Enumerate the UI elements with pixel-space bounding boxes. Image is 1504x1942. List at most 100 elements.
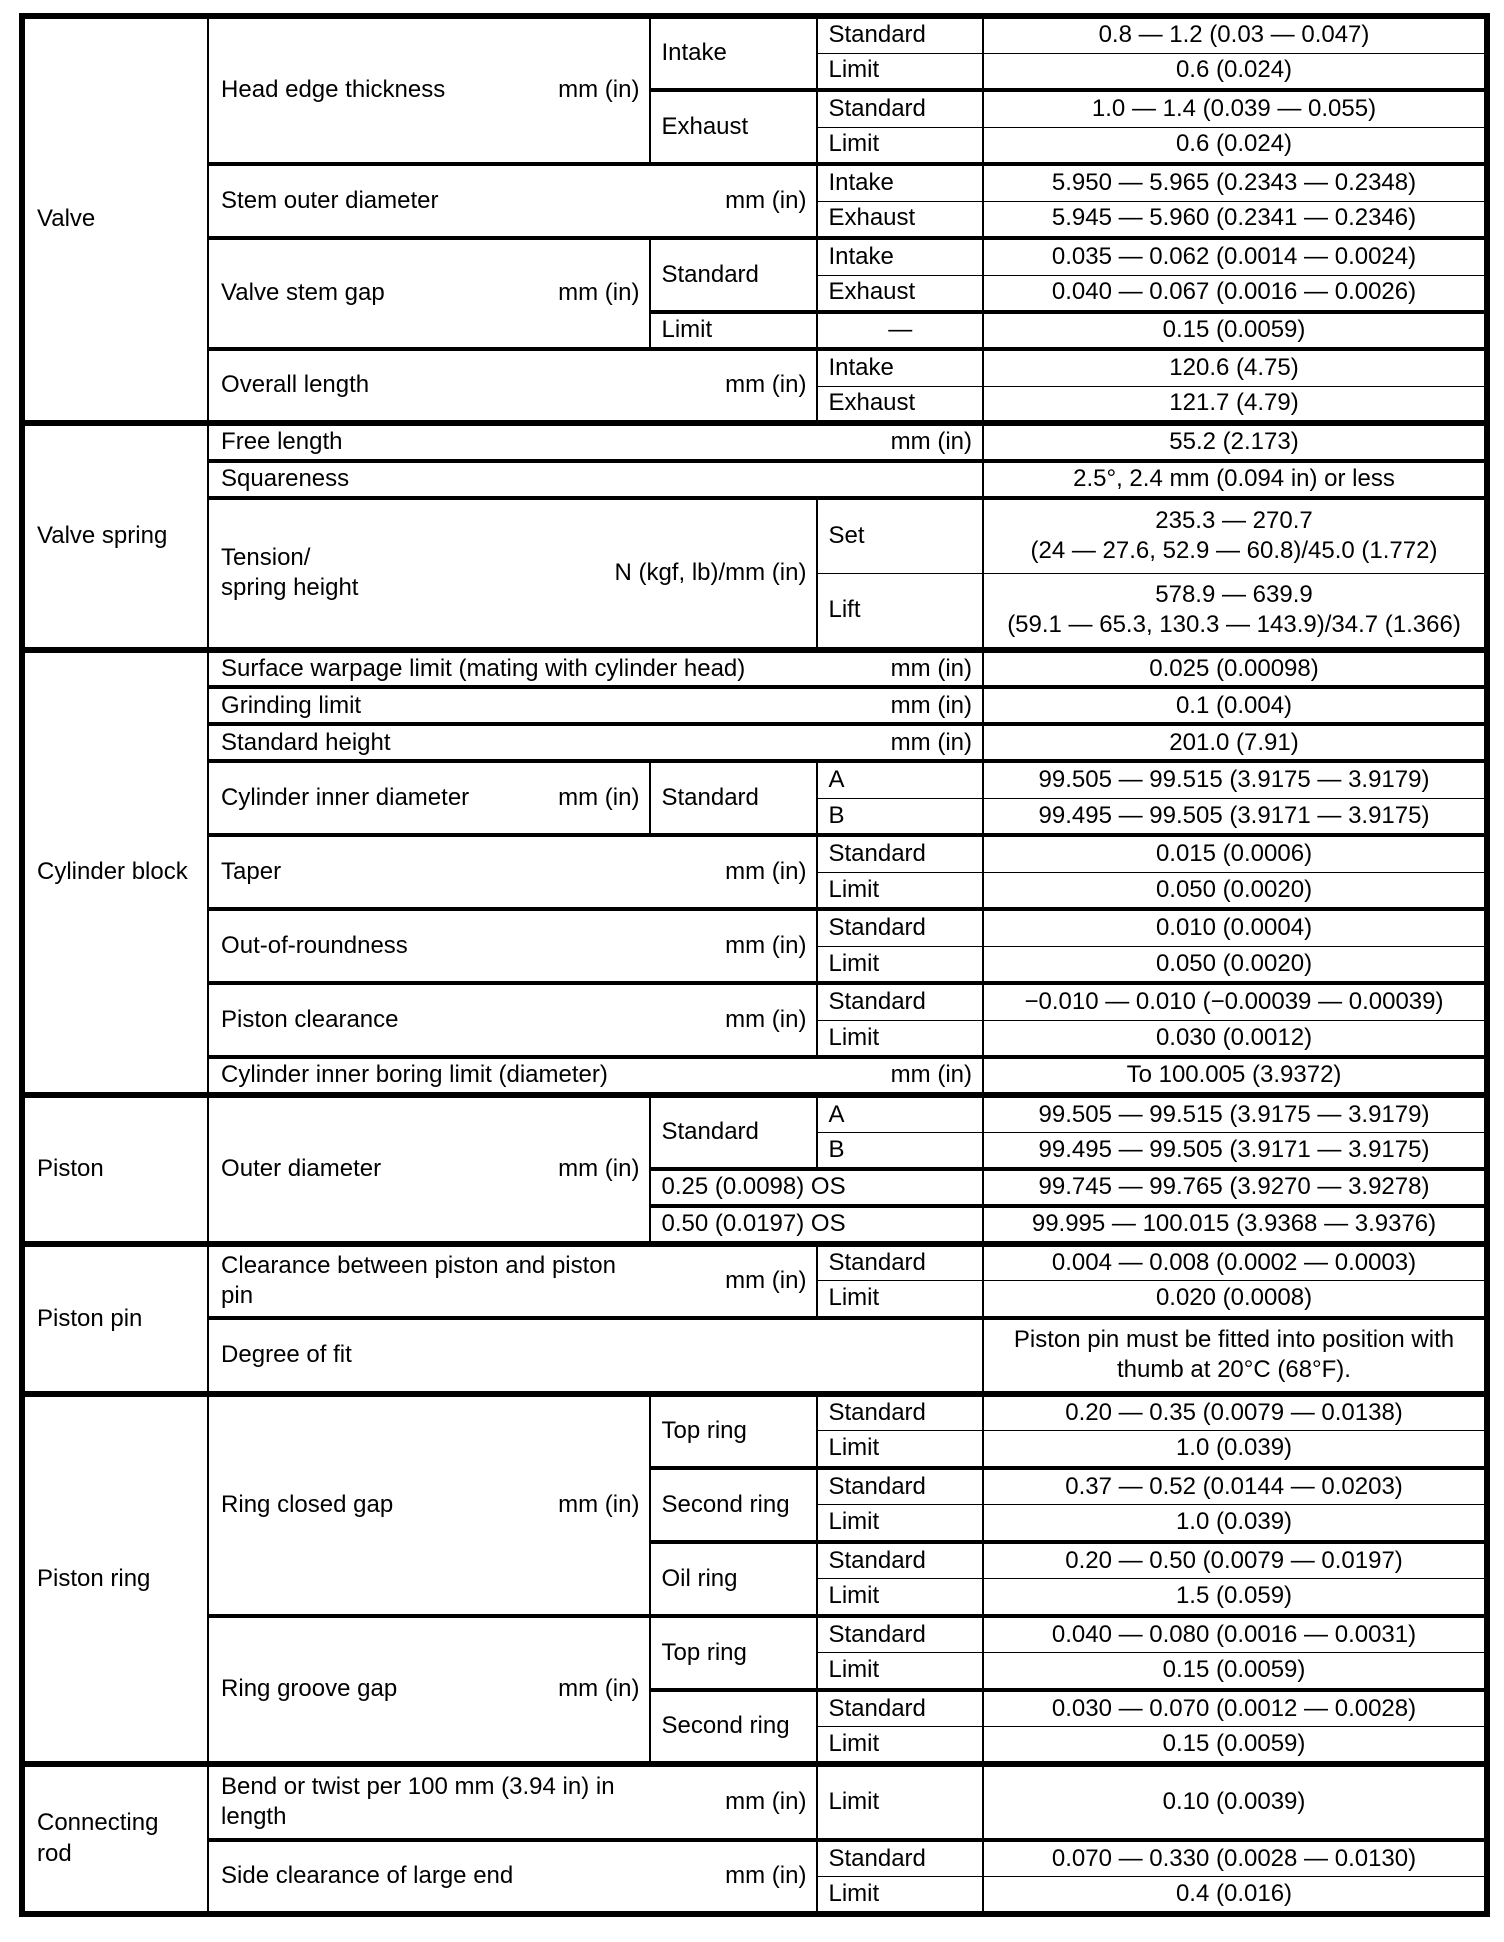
parameter-cell-content: Clearance between piston and piston pin m… bbox=[221, 1251, 806, 1312]
value-cell: 0.040 — 0.080 (0.0016 — 0.0031) bbox=[982, 1613, 1488, 1653]
value-cell: 0.8 — 1.2 (0.03 — 0.047) bbox=[982, 15, 1488, 53]
param-cell: Cylinder inner boring limit (diameter) mm… bbox=[207, 1055, 984, 1096]
sub-cell: Limit bbox=[816, 945, 984, 984]
parameter-cell-content: Overall length mm (in) bbox=[221, 370, 806, 401]
parameter-label: Clearance between piston and piston pin bbox=[221, 1251, 616, 1310]
section-cell: Piston pin bbox=[20, 1240, 210, 1394]
table-row: Stem outer diameter mm (in) Intake 5.950 — … bbox=[22, 162, 1488, 238]
parameter-label: Head edge thickness bbox=[221, 76, 446, 104]
table-row: B 99.495 — 99.505 (3.9171 — 3.9175) bbox=[22, 797, 1488, 836]
sub-cell: Exhaust bbox=[649, 88, 819, 164]
sub-cell: Limit bbox=[816, 871, 984, 910]
value-cell: 99.505 — 99.515 (3.9175 — 3.9179) bbox=[982, 759, 1488, 799]
value-cell: 235.3 — 270.7 (24 — 27.6, 52.9 — 60.8)/4… bbox=[982, 495, 1488, 574]
value-cell: 5.945 — 5.960 (0.2341 — 0.2346) bbox=[982, 200, 1488, 238]
table-row: Cylinder block Surface warpage limit (mat… bbox=[20, 646, 1488, 1096]
sub-cell: Second ring bbox=[649, 1687, 819, 1764]
parameter-cell-content: Ring closed gap mm (in) bbox=[221, 1490, 639, 1521]
table-row: Limit 0.15 (0.0059) bbox=[22, 1726, 1488, 1764]
value-cell: 0.030 — 0.070 (0.0012 — 0.0028) bbox=[982, 1687, 1488, 1727]
table-row: Degree of fit Piston pin must be fitted i… bbox=[22, 1315, 1488, 1394]
parameter-label: Standard height bbox=[221, 728, 391, 756]
sub-cell: A bbox=[816, 759, 984, 799]
sub-cell: B bbox=[816, 1131, 984, 1170]
parameter-label: Outer diameter bbox=[221, 1155, 382, 1183]
parameter-cell-content: Outer diameter mm (in) bbox=[221, 1154, 639, 1185]
table-row: Out-of-roundness mm (in) Standard 0.010 (0.… bbox=[22, 907, 1488, 984]
table-row: Limit 1.5 (0.059) bbox=[22, 1578, 1488, 1616]
parameter-cell-content: Side clearance of large end mm (in) bbox=[221, 1861, 806, 1892]
sub-cell: Standard bbox=[816, 1539, 984, 1579]
value-cell: 0.035 — 0.062 (0.0014 — 0.0024) bbox=[982, 236, 1488, 275]
table-row: Side clearance of large end mm (in) Standa… bbox=[22, 1837, 1488, 1914]
sub-cell: 0.50 (0.0197) OS bbox=[649, 1204, 984, 1244]
table-row: Exhaust 121.7 (4.79) bbox=[22, 385, 1488, 423]
value-cell: 1.0 (0.039) bbox=[982, 1430, 1488, 1468]
parameter-label: Ring closed gap bbox=[221, 1491, 394, 1519]
param-cell: Stem outer diameter mm (in) bbox=[207, 162, 819, 238]
table-row: Second ring Standard 0.37 — 0.52 (0.0144 —… bbox=[22, 1465, 1488, 1542]
value-cell: 55.2 (2.173) bbox=[982, 420, 1488, 461]
value-cell: 1.0 (0.039) bbox=[982, 1504, 1488, 1542]
value-cell: 0.15 (0.0059) bbox=[982, 1726, 1488, 1764]
value-cell: 0.030 (0.0012) bbox=[982, 1019, 1488, 1058]
value-cell: 0.004 — 0.008 (0.0002 — 0.0003) bbox=[982, 1240, 1488, 1281]
table-row: Standard height mm (in) 201.0 (7.91) bbox=[22, 722, 1488, 762]
table-row: Oil ring Standard 0.20 — 0.50 (0.0079 — 0.… bbox=[22, 1539, 1488, 1616]
table-row: B 99.495 — 99.505 (3.9171 — 3.9175) bbox=[22, 1131, 1488, 1170]
sub-cell: Limit bbox=[816, 1578, 984, 1616]
unit-label: mm (in) bbox=[558, 1155, 640, 1183]
parameter-cell-content: Piston clearance mm (in) bbox=[221, 1005, 806, 1036]
sub-cell: A bbox=[816, 1092, 984, 1133]
value-cell: 1.5 (0.059) bbox=[982, 1578, 1488, 1616]
parameter-label: Free length bbox=[221, 428, 343, 455]
sub-cell: Limit bbox=[816, 1726, 984, 1764]
table-row: Limit 0.050 (0.0020) bbox=[22, 871, 1488, 910]
table-row: Piston clearance mm (in) Standard −0.010 — … bbox=[22, 981, 1488, 1058]
sub-cell: Standard bbox=[816, 981, 984, 1021]
sub-cell: Standard bbox=[649, 759, 819, 836]
table-row: 0.25 (0.0098) OS 99.745 — 99.765 (3.9270 … bbox=[22, 1167, 1488, 1207]
param-cell: Overall length mm (in) bbox=[207, 347, 819, 423]
parameter-label: Cylinder inner boring limit (diameter) bbox=[221, 1061, 608, 1089]
value-cell: 0.10 (0.0039) bbox=[982, 1760, 1488, 1840]
unit-label: mm (in) bbox=[725, 1788, 807, 1816]
parameter-cell-content: Cylinder inner boring limit (diameter) mm… bbox=[221, 1061, 972, 1091]
sub-cell: Standard bbox=[816, 1837, 984, 1877]
table-row: Exhaust 0.040 — 0.067 (0.0016 — 0.0026) bbox=[22, 274, 1488, 312]
param-cell: Grinding limit mm (in) bbox=[207, 685, 984, 725]
parameter-cell-content: Head edge thickness mm (in) bbox=[221, 75, 639, 106]
unit-label: mm (in) bbox=[725, 932, 807, 960]
sub-cell: Exhaust bbox=[816, 385, 984, 423]
parameter-label: Side clearance of large end bbox=[221, 1862, 514, 1890]
sub-cell: Limit bbox=[816, 1430, 984, 1468]
param-cell: Out-of-roundness mm (in) bbox=[207, 907, 819, 984]
section-cell: Valve spring bbox=[20, 420, 210, 650]
value-cell: 99.505 — 99.515 (3.9175 — 3.9179) bbox=[982, 1092, 1488, 1133]
sub-cell: Limit bbox=[816, 1760, 984, 1840]
sub-cell: Top ring bbox=[649, 1390, 819, 1468]
sub-cell: Standard bbox=[816, 1390, 984, 1431]
value-cell: 99.495 — 99.505 (3.9171 — 3.9175) bbox=[982, 1131, 1488, 1170]
sub-cell: Lift bbox=[816, 573, 984, 650]
unit-label: N (kgf, lb)/mm (in) bbox=[614, 558, 807, 586]
parameter-label: Tension/ spring height bbox=[221, 543, 359, 602]
parameter-cell-content: Tension/ spring height N (kgf, lb)/mm (in… bbox=[221, 543, 806, 604]
parameter-cell-content: Degree of fit bbox=[221, 1340, 972, 1371]
section-cell: Connecting rod bbox=[20, 1760, 210, 1914]
unit-label: mm (in) bbox=[558, 1491, 640, 1519]
parameter-label: Degree of fit bbox=[221, 1341, 352, 1369]
unit-label: mm (in) bbox=[890, 1061, 972, 1089]
parameter-cell-content: Free length mm (in) bbox=[221, 428, 972, 458]
sub-cell: Intake bbox=[816, 162, 984, 201]
sub-cell: Standard bbox=[816, 1465, 984, 1505]
value-cell: 0.6 (0.024) bbox=[982, 52, 1488, 90]
unit-label: mm (in) bbox=[558, 76, 640, 104]
table-row: Ring groove gap mm (in) Top ring Standard 0.… bbox=[22, 1613, 1488, 1764]
table-row: Connecting rod Bend or twist per 100 mm (… bbox=[20, 1760, 1488, 1914]
sub-cell: Standard bbox=[816, 88, 984, 127]
parameter-cell-content: Ring groove gap mm (in) bbox=[221, 1674, 639, 1705]
parameter-cell-content: Stem outer diameter mm (in) bbox=[221, 186, 806, 217]
parameter-cell-content: Cylinder inner diameter mm (in) bbox=[221, 783, 639, 814]
param-cell: Head edge thickness mm (in) bbox=[207, 15, 652, 164]
